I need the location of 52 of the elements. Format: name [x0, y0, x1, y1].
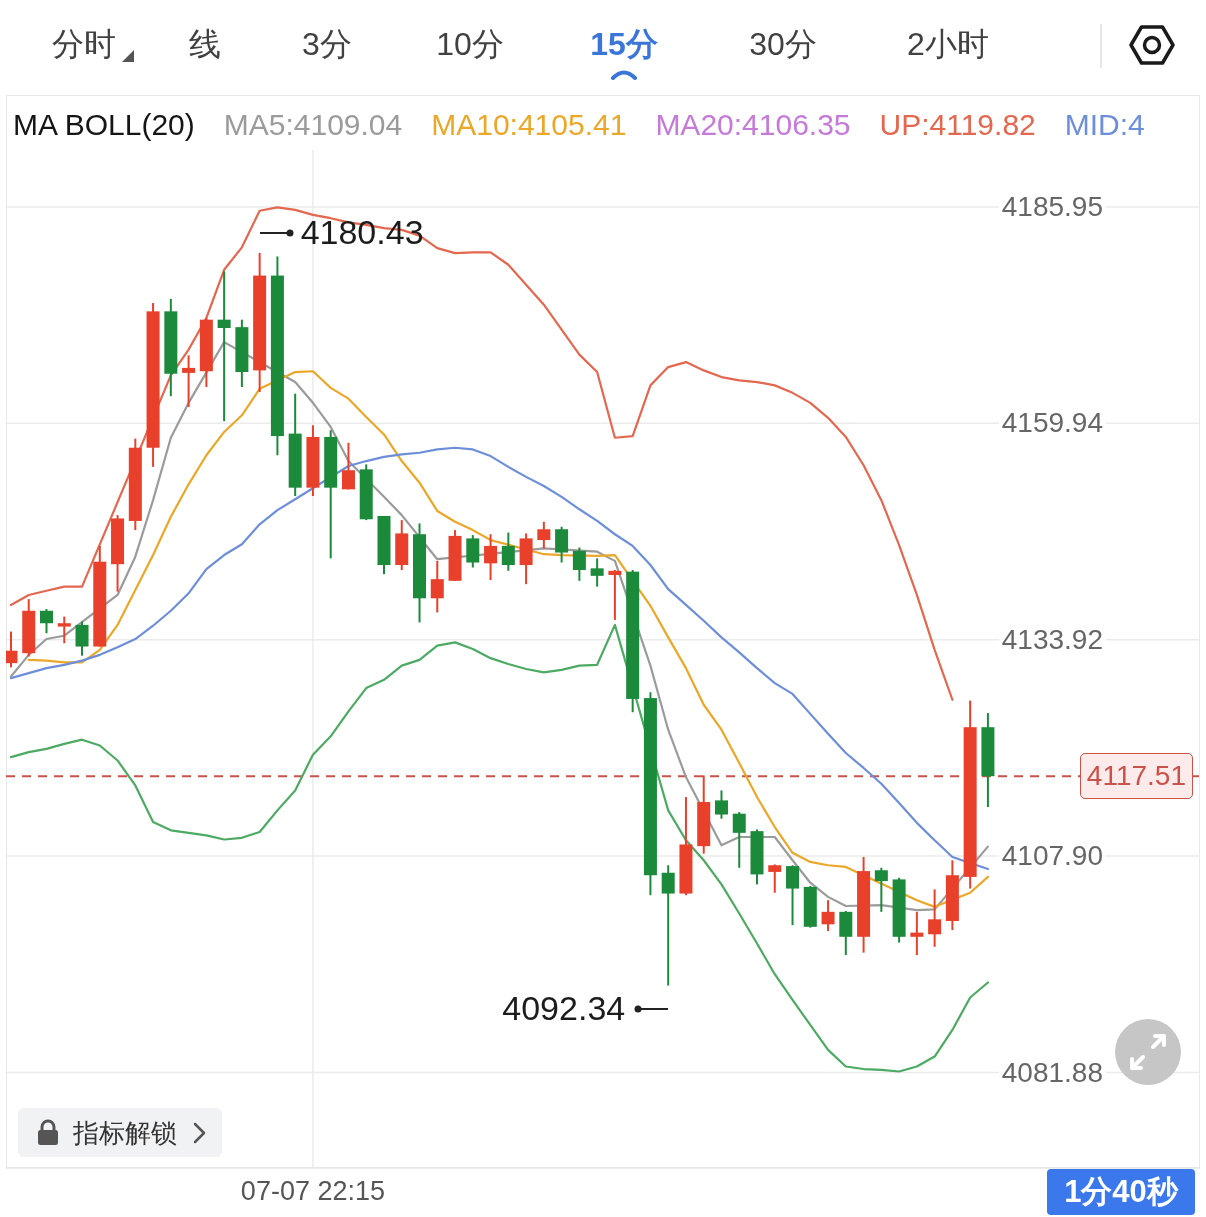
candlestick: [910, 910, 924, 957]
candlestick: [732, 811, 746, 869]
text: 15分: [590, 26, 658, 63]
annotation: 指标解锁: [73, 1117, 177, 1148]
text: 3分: [302, 26, 352, 63]
candlestick: [661, 864, 675, 987]
badge: 1分40秒: [1047, 1169, 1195, 1215]
legend-title: MA BOLL(20): [13, 108, 195, 142]
text: 线: [189, 26, 221, 63]
candlestick: [75, 620, 89, 657]
text: 10分: [436, 26, 504, 63]
candlestick: [57, 615, 71, 645]
candlestick: [6, 630, 18, 669]
candlestick: [590, 557, 604, 588]
text: UP:4119.82: [879, 108, 1036, 142]
candlestick: [572, 546, 586, 582]
candlestick: [874, 866, 888, 913]
candlestick: [928, 888, 942, 948]
text: 分时: [52, 26, 116, 63]
candlestick: [430, 559, 444, 614]
y-tick-label: 4133.92: [998, 623, 1106, 656]
annotation: 4092.34: [502, 988, 626, 1028]
line-series: [9, 623, 990, 1073]
candlestick: [608, 569, 622, 621]
candlestick: [768, 863, 782, 894]
text: MA10:4105.41: [431, 108, 627, 142]
candlestick: [821, 899, 835, 932]
candlestick: [341, 441, 355, 491]
y-tick-label: 4159.94: [998, 406, 1106, 439]
candlestick: [501, 531, 515, 572]
y-tick-label: 4081.88: [998, 1056, 1106, 1088]
candlestick: [555, 525, 569, 564]
candlestick: [537, 520, 551, 550]
ref-line-label: 4117.51: [1079, 753, 1193, 800]
candlestick: [714, 789, 728, 820]
annotation: 4180.43: [300, 213, 424, 252]
legend-label: MA20:4106.35: [655, 108, 851, 142]
text: 2小时: [907, 26, 989, 63]
line-series: [9, 446, 990, 871]
candlestick: [786, 864, 800, 927]
candlestick: [40, 608, 53, 635]
x-tick-label: 07-07 22:15: [240, 1176, 385, 1206]
text: 30分: [749, 26, 817, 63]
candlestick: [182, 354, 196, 408]
text: MA5:4109.04: [223, 108, 403, 142]
candlestick: [217, 270, 231, 423]
text: MID:4: [1064, 108, 1145, 142]
y-tick-label: 4185.95: [998, 190, 1106, 223]
y-tick-label: 4107.90: [998, 839, 1106, 872]
button: 指标解锁: [18, 1108, 222, 1157]
candlestick: [484, 533, 498, 581]
line-series: [9, 206, 954, 701]
